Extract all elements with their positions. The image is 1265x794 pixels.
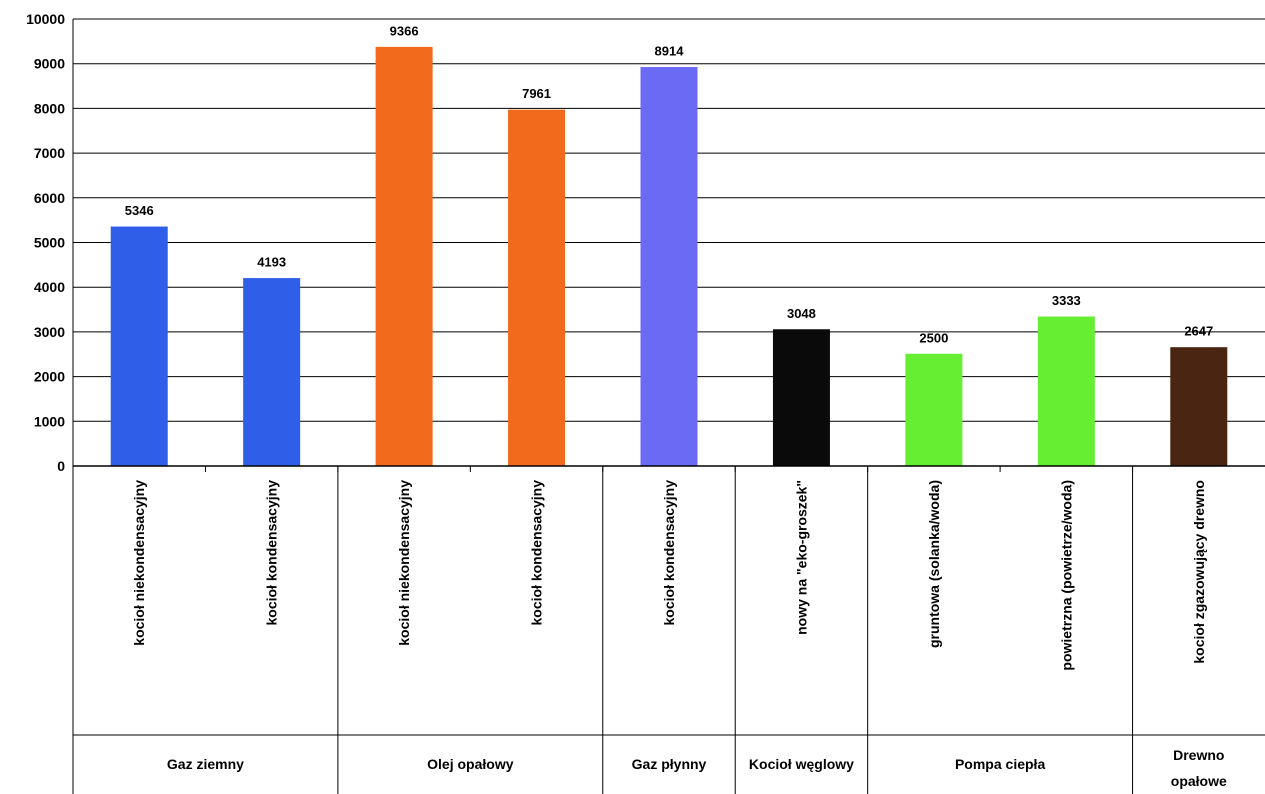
value-label: 3333: [1052, 293, 1081, 308]
category-label: kocioł niekondensacyjny: [131, 480, 147, 646]
y-tick-label: 3000: [34, 324, 65, 340]
category-label: gruntowa (solanka/woda): [926, 480, 942, 648]
category-label: kocioł niekondensacyjny: [396, 480, 412, 646]
category-label: kocioł kondensacyjny: [529, 480, 545, 626]
y-axis-tick-labels: 0 1000 2000 3000 4000 5000 6000 7000 8000 9000 100…: [26, 11, 65, 474]
bar: [640, 67, 698, 467]
category-label: powietrzna (powietrze/woda): [1058, 480, 1074, 671]
category-label: kocioł kondensacyjny: [264, 480, 280, 626]
y-tick-label: 2000: [34, 369, 65, 385]
group-label: Gaz ziemny: [167, 756, 244, 772]
y-tick-label: 10000: [26, 11, 65, 27]
category-labels: kocioł niekondensacyjny kocioł kondensacy…: [131, 480, 1207, 671]
bars: [110, 46, 1228, 467]
group-label: Olej opałowy: [427, 756, 514, 772]
group-label: Kocioł węglowy: [749, 756, 854, 772]
value-label: 4193: [257, 255, 286, 270]
value-label: 8914: [655, 44, 685, 59]
bar: [110, 226, 168, 467]
category-label: nowy na "eko-groszek": [793, 480, 809, 635]
group-label: Pompa ciepła: [955, 756, 1045, 772]
y-tick-label: 7000: [34, 145, 65, 161]
value-label: 7961: [522, 86, 551, 101]
value-label: 2500: [919, 330, 948, 345]
bar: [772, 329, 830, 467]
bar: [508, 109, 566, 467]
y-tick-label: 9000: [34, 56, 65, 72]
axes: [72, 19, 1265, 794]
y-tick-label: 6000: [34, 190, 65, 206]
group-label: Drewno: [1173, 747, 1224, 763]
y-tick-label: 4000: [34, 279, 65, 295]
group-label: opałowe: [1171, 773, 1227, 789]
value-labels: 5346 4193 9366 7961 8914 3048 2500 3333 2647: [125, 23, 1213, 345]
value-label: 3048: [787, 306, 816, 321]
y-tick-label: 1000: [34, 413, 65, 429]
y-tick-label: 5000: [34, 235, 65, 251]
group-label: Gaz płynny: [632, 756, 707, 772]
bar: [1170, 347, 1228, 467]
bar: [1037, 316, 1095, 467]
bar: [905, 353, 963, 467]
category-label: kocioł kondensacyjny: [661, 480, 677, 626]
category-label: kocioł zgazowujący drewno: [1191, 480, 1207, 664]
group-labels: Gaz ziemny Olej opałowy Gaz płynny Kocioł w…: [167, 747, 1227, 789]
y-tick-label: 8000: [34, 100, 65, 116]
y-tick-label: 0: [57, 458, 65, 474]
value-label: 9366: [390, 23, 419, 38]
bar: [243, 278, 301, 467]
value-label: 5346: [125, 203, 154, 218]
bar: [375, 46, 433, 467]
value-label: 2647: [1184, 324, 1213, 339]
